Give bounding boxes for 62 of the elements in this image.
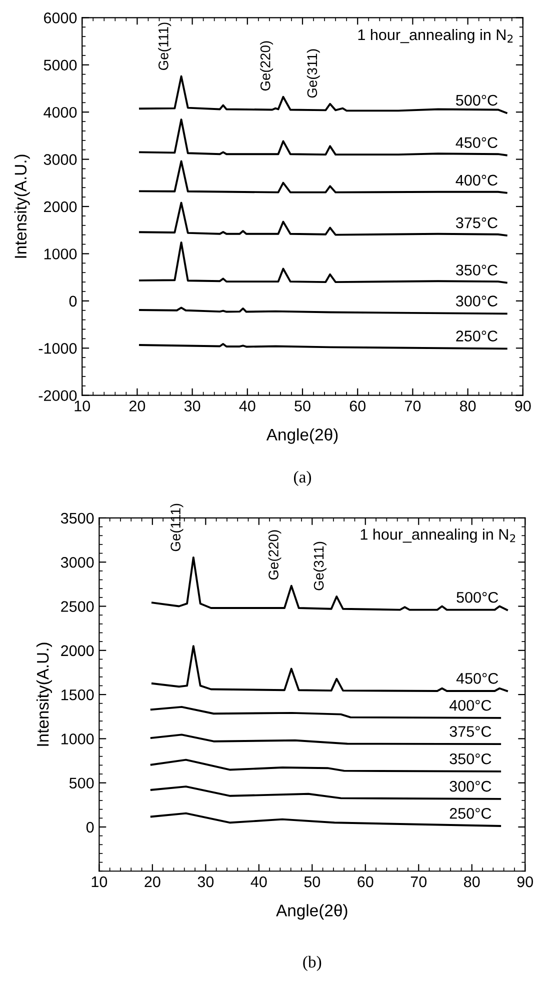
y-tick-label: 2000 — [44, 201, 77, 212]
legend-label: 350°C — [456, 264, 498, 276]
x-tick-label: 10 — [74, 400, 90, 412]
text: (a) — [294, 470, 312, 486]
y-tick-label: 500 — [69, 778, 94, 789]
x-tick-label: 30 — [198, 876, 214, 888]
x-tick-label: 60 — [350, 400, 366, 412]
x-tick-label: 40 — [239, 400, 256, 412]
annotation: Ge(220) — [268, 530, 282, 580]
x-tick-label: 20 — [144, 876, 160, 888]
legend-label: 300°C — [450, 780, 492, 792]
legend-label: 400°C — [449, 700, 492, 711]
legend-label: 350°C — [450, 753, 492, 764]
x-tick-label: 50 — [304, 876, 320, 888]
x-tick-label: 10 — [92, 876, 108, 888]
x-tick-label: 90 — [517, 876, 534, 888]
x-tick-label: 60 — [358, 876, 374, 888]
y-tick-label: 5000 — [44, 60, 77, 71]
y-axis-title: Intensity(A.U.) — [14, 154, 30, 258]
x-tick-label: 80 — [460, 400, 476, 412]
annotation: Ge(311) — [313, 542, 326, 590]
y-tick-label: 3000 — [60, 556, 94, 568]
x-tick-label: 20 — [129, 400, 146, 412]
y-tick-label: 1500 — [62, 689, 94, 700]
x-tick-label: 30 — [184, 400, 200, 412]
legend-label: 250°C — [450, 808, 492, 819]
y-tick-label: 1000 — [44, 248, 77, 260]
x-tick-label: 40 — [250, 876, 267, 888]
y-tick-label: 1000 — [62, 734, 94, 744]
legend-label: 500°C — [456, 94, 498, 106]
legend-label: 450°C — [456, 673, 498, 684]
y-tick-label: 2000 — [61, 645, 94, 656]
legend-label: 375°C — [456, 217, 498, 228]
y-tick-label: 0 — [86, 822, 94, 833]
x-tick-label: 50 — [294, 400, 310, 412]
legend-label: 500°C — [456, 592, 498, 603]
x-tick-label: 80 — [464, 876, 480, 888]
x-axis-title: Angle(2θ) — [276, 904, 348, 920]
y-tick-label: 0 — [69, 296, 77, 307]
x-tick-label: 70 — [410, 876, 427, 888]
x-axis-title: Angle(2θ) — [266, 428, 338, 444]
y-tick-label: 4000 — [44, 106, 77, 118]
y-tick-label: 3000 — [44, 154, 77, 165]
annotation: Ge(311) — [306, 49, 320, 98]
legend-label: 250°C — [456, 330, 498, 342]
y-tick-label: -2000 — [38, 390, 77, 402]
annotation: Ge(220) — [260, 41, 274, 91]
y-tick-label: 3500 — [60, 512, 94, 524]
x-tick-label: 70 — [404, 400, 421, 412]
legend-label: 450°C — [456, 137, 498, 148]
annotation: Ge(111) — [158, 22, 172, 70]
annotation: 1 hour_annealing in N$_{2}$ — [358, 28, 513, 44]
legend-label: 400°C — [456, 174, 498, 186]
y-tick-label: 2500 — [61, 601, 94, 612]
y-tick-label: 6000 — [44, 12, 77, 24]
legend-label: 300°C — [456, 296, 498, 306]
text: (b) — [303, 956, 322, 971]
annotation: 1 hour_annealing in N$_{2}$ — [360, 528, 516, 543]
legend-label: 375°C — [450, 726, 492, 737]
x-tick-label: 90 — [515, 400, 531, 412]
y-tick-label: -1000 — [38, 343, 77, 354]
y-axis-title: Intensity(A.U.) — [36, 642, 52, 746]
